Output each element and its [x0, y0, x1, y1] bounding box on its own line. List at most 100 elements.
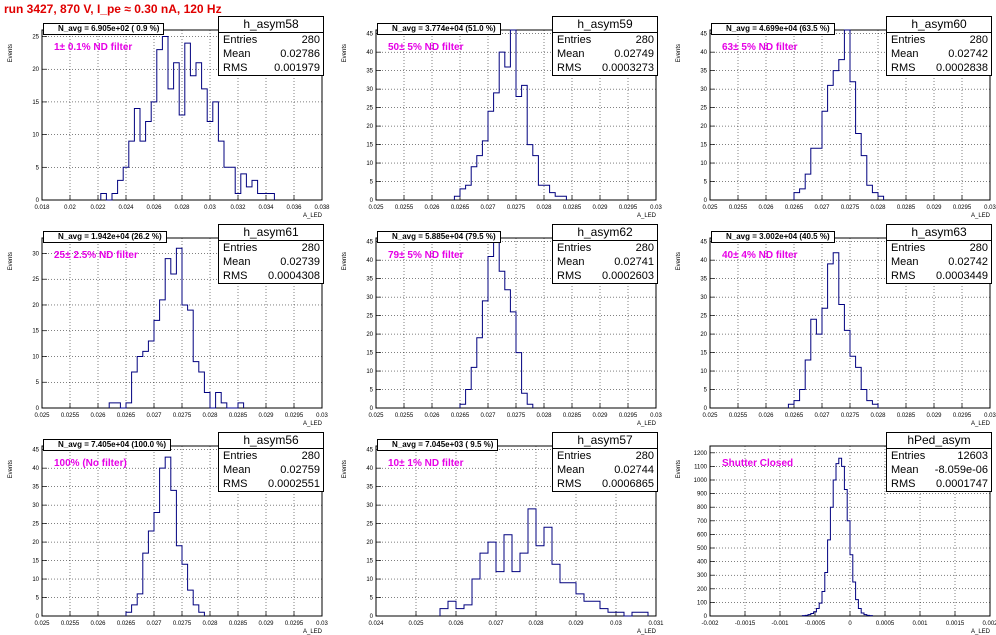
filter-label: Shutter Closed	[722, 458, 794, 469]
stats-label: Entries	[557, 450, 592, 462]
x-tick-label: 0.026	[424, 413, 440, 419]
x-tick-label: 0.026	[90, 413, 106, 419]
stats-label: Mean	[557, 48, 585, 60]
x-axis-label: A_LED	[971, 629, 991, 635]
stats-row-entries: Entries 280	[553, 449, 657, 463]
stats-label: Mean	[557, 464, 585, 476]
y-tick-label: 45	[366, 240, 373, 246]
stats-box: h_asym62 Entries 280 Mean 0.02741 RMS 0.000260…	[552, 224, 658, 284]
y-tick-label: 10	[32, 133, 39, 139]
filter-label: 10± 1% ND filter	[388, 458, 464, 469]
y-axis-label: Events	[8, 460, 14, 478]
stats-box: h_asym56 Entries 280 Mean 0.02759 RMS 0.000255…	[218, 432, 324, 492]
y-tick-label: 5	[370, 180, 374, 186]
y-tick-label: 35	[366, 69, 373, 75]
stats-label: RMS	[891, 62, 916, 74]
y-tick-label: 15	[32, 100, 39, 106]
x-tick-label: 0.0265	[451, 205, 470, 211]
y-tick-label: 45	[700, 32, 707, 38]
y-tick-label: 5	[36, 596, 40, 602]
x-tick-label: 0.027	[480, 413, 496, 419]
y-tick-label: 35	[700, 277, 707, 283]
y-tick-label: 15	[32, 559, 39, 565]
filter-label: 1± 0.1% ND filter	[54, 42, 133, 53]
y-tick-label: 1200	[694, 451, 708, 457]
histogram-line	[100, 36, 275, 201]
stats-label: Mean	[223, 48, 251, 60]
stats-row-rms: RMS 0.0006865	[553, 477, 657, 491]
stats-value: 280	[301, 242, 320, 254]
stats-value: 0.0002838	[936, 62, 988, 74]
stats-row-mean: Mean 0.02739	[219, 255, 323, 269]
x-tick-label: 0.026	[758, 205, 774, 211]
x-tick-label: 0.027	[146, 413, 162, 419]
x-tick-label: 0.03	[984, 205, 996, 211]
y-tick-label: 0	[704, 198, 708, 204]
y-tick-label: 10	[700, 161, 707, 167]
histogram-pad-h_asym56: 0.025 0.0255 0.026 0.0265 0.027 0.0275 0.028 0.…	[2, 430, 332, 635]
stats-row-rms: RMS 0.0003449	[887, 269, 991, 283]
x-tick-label: 0.026	[146, 205, 162, 211]
y-tick-label: 15	[366, 351, 373, 357]
y-tick-label: 5	[36, 165, 40, 171]
x-tick-label: 0.0295	[285, 413, 304, 419]
x-tick-label: 0.025	[368, 205, 384, 211]
x-tick-label: 0.029	[258, 413, 274, 419]
x-tick-label: 0.032	[230, 205, 246, 211]
x-tick-label: 0.0285	[563, 205, 582, 211]
histogram-plot: 0.024 0.025 0.026 0.027 0.028 0.029 0.03 0.0310…	[342, 445, 664, 635]
histogram-pad-h_asym62: 0.025 0.0255 0.026 0.0265 0.027 0.0275 0.028 0.…	[336, 222, 666, 427]
x-tick-label: 0.0255	[395, 413, 414, 419]
stats-value: 280	[301, 34, 320, 46]
y-tick-label: 15	[366, 143, 373, 149]
navg-label: N_avg = 5.885e+04 (79.5 %)	[377, 231, 501, 243]
x-tick-label: 0.0285	[563, 413, 582, 419]
stats-value: 0.001979	[274, 62, 320, 74]
stats-row-mean: Mean 0.02749	[553, 47, 657, 61]
stats-label: RMS	[891, 478, 916, 490]
y-tick-label: 900	[697, 492, 708, 498]
x-tick-label: 0.0255	[61, 413, 80, 419]
y-tick-label: 5	[704, 180, 708, 186]
histogram-line	[793, 29, 885, 200]
stats-label: Entries	[891, 450, 926, 462]
y-tick-label: 30	[700, 295, 707, 301]
x-tick-label: 0.0275	[507, 205, 526, 211]
stats-value: 0.0006865	[602, 478, 654, 490]
stats-box: hPed_asym Entries 12603 Mean -8.059e-06 RMS 0.…	[886, 432, 992, 492]
y-tick-label: 5	[370, 388, 374, 394]
stats-label: Mean	[223, 464, 251, 476]
histogram-line	[801, 457, 873, 617]
y-tick-label: 0	[370, 614, 374, 620]
y-tick-label: 0	[36, 614, 40, 620]
x-tick-label: 0.026	[424, 205, 440, 211]
x-tick-label: 0.027	[480, 205, 496, 211]
y-tick-label: 30	[32, 251, 39, 257]
histogram-line	[787, 252, 879, 408]
y-tick-label: 45	[366, 448, 373, 454]
y-tick-label: 0	[370, 198, 374, 204]
stats-row-mean: Mean 0.02742	[887, 47, 991, 61]
x-axis-label: A_LED	[303, 213, 323, 219]
y-tick-label: 5	[370, 596, 374, 602]
y-tick-label: 0	[36, 198, 40, 204]
stats-value: 280	[969, 242, 988, 254]
y-tick-label: 10	[366, 161, 373, 167]
x-tick-label: 0.036	[286, 205, 302, 211]
y-tick-label: 35	[366, 485, 373, 491]
y-axis-label: Events	[676, 44, 682, 62]
y-tick-label: 45	[700, 240, 707, 246]
x-tick-label: 0.029	[926, 413, 942, 419]
y-axis-label: Events	[342, 44, 348, 62]
stats-value: -8.059e-06	[934, 464, 988, 476]
stats-row-rms: RMS 0.0003273	[553, 61, 657, 75]
y-tick-label: 5	[36, 380, 40, 386]
stats-box: h_asym59 Entries 280 Mean 0.02749 RMS 0.000327…	[552, 16, 658, 76]
y-tick-label: 25	[32, 277, 39, 283]
y-tick-label: 20	[32, 540, 39, 546]
stats-row-rms: RMS 0.0002603	[553, 269, 657, 283]
stats-row-mean: Mean 0.02786	[219, 47, 323, 61]
stats-label: Entries	[557, 34, 592, 46]
y-tick-label: 20	[366, 332, 373, 338]
x-tick-label: 0.029	[926, 205, 942, 211]
